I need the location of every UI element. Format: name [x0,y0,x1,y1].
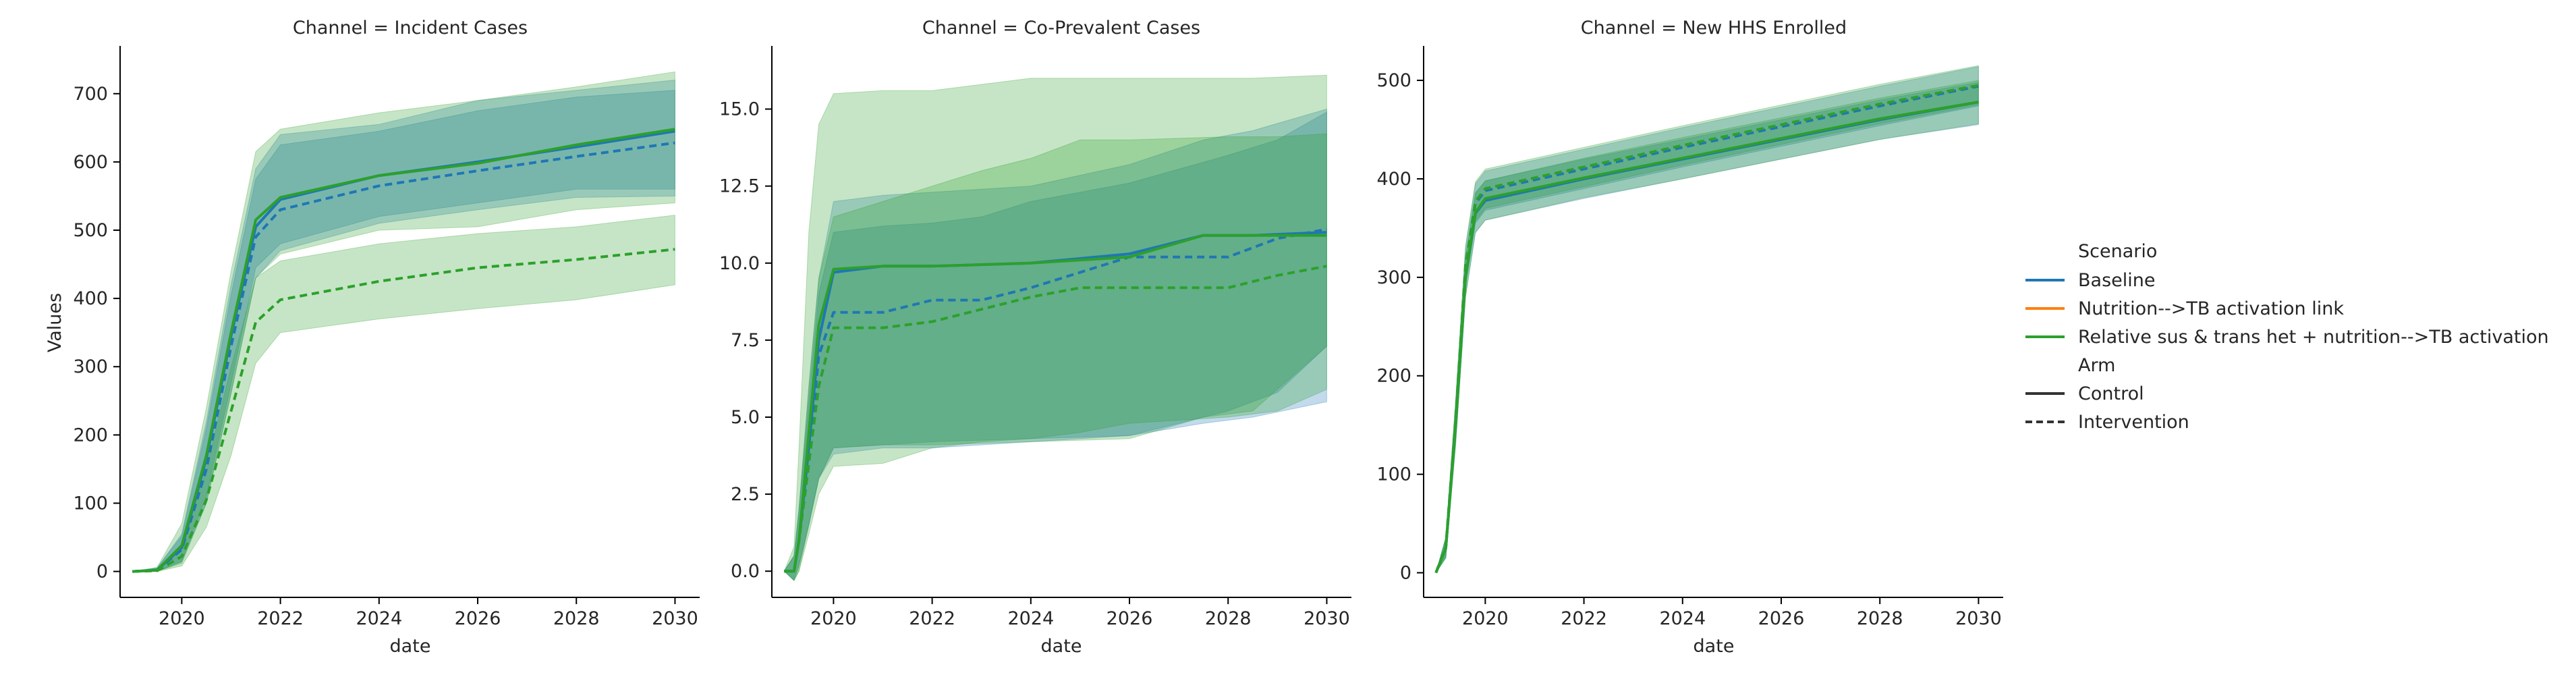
y-tick-label: 12.5 [719,176,760,197]
y-tick-label: 300 [73,356,108,377]
series-line-relative-sus-trans-het-n-intervention [132,248,675,573]
x-tick-label: 2030 [1955,608,2002,629]
x-tick-label: 2028 [1205,608,1252,629]
y-tick-label: 600 [73,152,108,173]
y-tick-label: 500 [73,220,108,241]
y-tick-label: 400 [1376,169,1411,190]
panel-new-hhs-enrolled: Channel = New HHS Enrolled date 2020 2022… [1376,18,2003,657]
axes: 2020 2022 2024 2026 2028 2030 0.0 2.5 5.0 7.5 10.0… [719,46,1351,629]
x-tick-label: 2022 [1561,608,1607,629]
legend-entry-control: Control [2025,383,2144,404]
legend-label-control: Control [2078,383,2144,404]
panel-title: Channel = Co-Prevalent Cases [922,18,1200,38]
x-tick-label: 2030 [652,608,698,629]
y-tick-label: 2.5 [731,484,760,505]
x-tick-label: 2022 [909,608,955,629]
x-tick-label: 2024 [356,608,402,629]
legend-entry-intervention: Intervention [2025,412,2189,433]
legend-entry-relative-sus: Relative sus & trans het + nutrition-->T… [2025,327,2549,348]
x-tick-label: 2020 [1462,608,1509,629]
panel-co-prevalent-cases: Channel = Co-Prevalent Cases date 2020 20… [719,18,1351,657]
y-tick-label: 10.0 [719,253,760,274]
series-line-relative-sus-trans-het-n-intervention [1434,84,1979,574]
y-tick-label: 500 [1376,70,1411,91]
y-tick-label: 0 [96,562,108,583]
x-tick-label: 2026 [1758,608,1805,629]
series-line-relative-sus-trans-het-n-control [132,128,675,573]
x-axis-label: date [1693,636,1735,657]
y-tick-label: 200 [73,425,108,446]
x-axis-label: date [390,636,431,657]
series-lines [132,128,675,573]
x-tick-label: 2028 [1857,608,1903,629]
x-tick-label: 2022 [257,608,304,629]
y-tick-label: 7.5 [731,330,760,351]
series-line-baseline-intervention [132,141,675,573]
y-tick-label: 200 [1376,366,1411,387]
axes: 2020 2022 2024 2026 2028 2030 0 100 200 300 400 500 [1376,46,2003,629]
x-axis-label: date [1041,636,1082,657]
panel-incident-cases: Channel = Incident Cases date Values 202… [45,18,700,657]
x-tick-label: 2028 [553,608,600,629]
series-lines [1434,84,1979,574]
legend-title-scenario: Scenario [2078,241,2157,262]
legend-label-baseline: Baseline [2078,270,2155,291]
ci-band-relative-sus-trans-het-n-control [132,71,675,572]
ci-bands [783,74,1327,581]
ci-band-baseline-control [132,80,675,572]
y-axis-label: Values [45,293,65,352]
legend-label-intervention: Intervention [2078,412,2189,433]
ci-band-relative-sus-trans-het-n-control [783,74,1327,581]
panel-title: Channel = Incident Cases [293,18,528,38]
ci-band-relative-sus-trans-het-n-intervention [783,133,1327,581]
y-tick-label: 400 [73,288,108,309]
legend-entry-baseline: Baseline [2025,270,2155,291]
y-tick-label: 300 [1376,267,1411,288]
x-tick-label: 2030 [1304,608,1350,629]
y-tick-label: 700 [73,84,108,105]
x-tick-label: 2026 [455,608,501,629]
y-tick-label: 100 [73,493,108,514]
y-tick-label: 100 [1376,464,1411,485]
x-tick-label: 2020 [810,608,857,629]
y-tick-label: 0 [1400,563,1411,584]
panel-title: Channel = New HHS Enrolled [1581,18,1847,38]
y-tick-label: 5.0 [731,407,760,428]
ci-band-baseline-intervention [783,111,1327,581]
axes: 2020 2022 2024 2026 2028 2030 0 100 200 300 400 500… [73,46,700,629]
legend-label-relative-sus: Relative sus & trans het + nutrition-->T… [2078,327,2549,348]
ci-bands [132,71,675,572]
legend-label-nutrition-link: Nutrition-->TB activation link [2078,298,2344,319]
series-line-relative-sus-trans-het-n-intervention [784,265,1327,573]
ci-band-baseline-control [783,108,1327,581]
legend: Scenario Baseline Nutrition-->TB activat… [2025,241,2549,433]
x-tick-label: 2020 [159,608,205,629]
legend-title-arm: Arm [2078,355,2115,376]
y-tick-label: 0.0 [731,561,760,582]
series-line-relative-sus-trans-het-n-control [1434,101,1979,574]
ci-band-baseline-control [1435,82,1979,573]
x-tick-label: 2024 [1007,608,1054,629]
legend-entry-nutrition-link: Nutrition-->TB activation link [2025,298,2344,319]
series-lines [784,227,1327,573]
y-tick-label: 15.0 [719,99,760,120]
x-tick-label: 2026 [1107,608,1153,629]
x-tick-label: 2024 [1659,608,1706,629]
